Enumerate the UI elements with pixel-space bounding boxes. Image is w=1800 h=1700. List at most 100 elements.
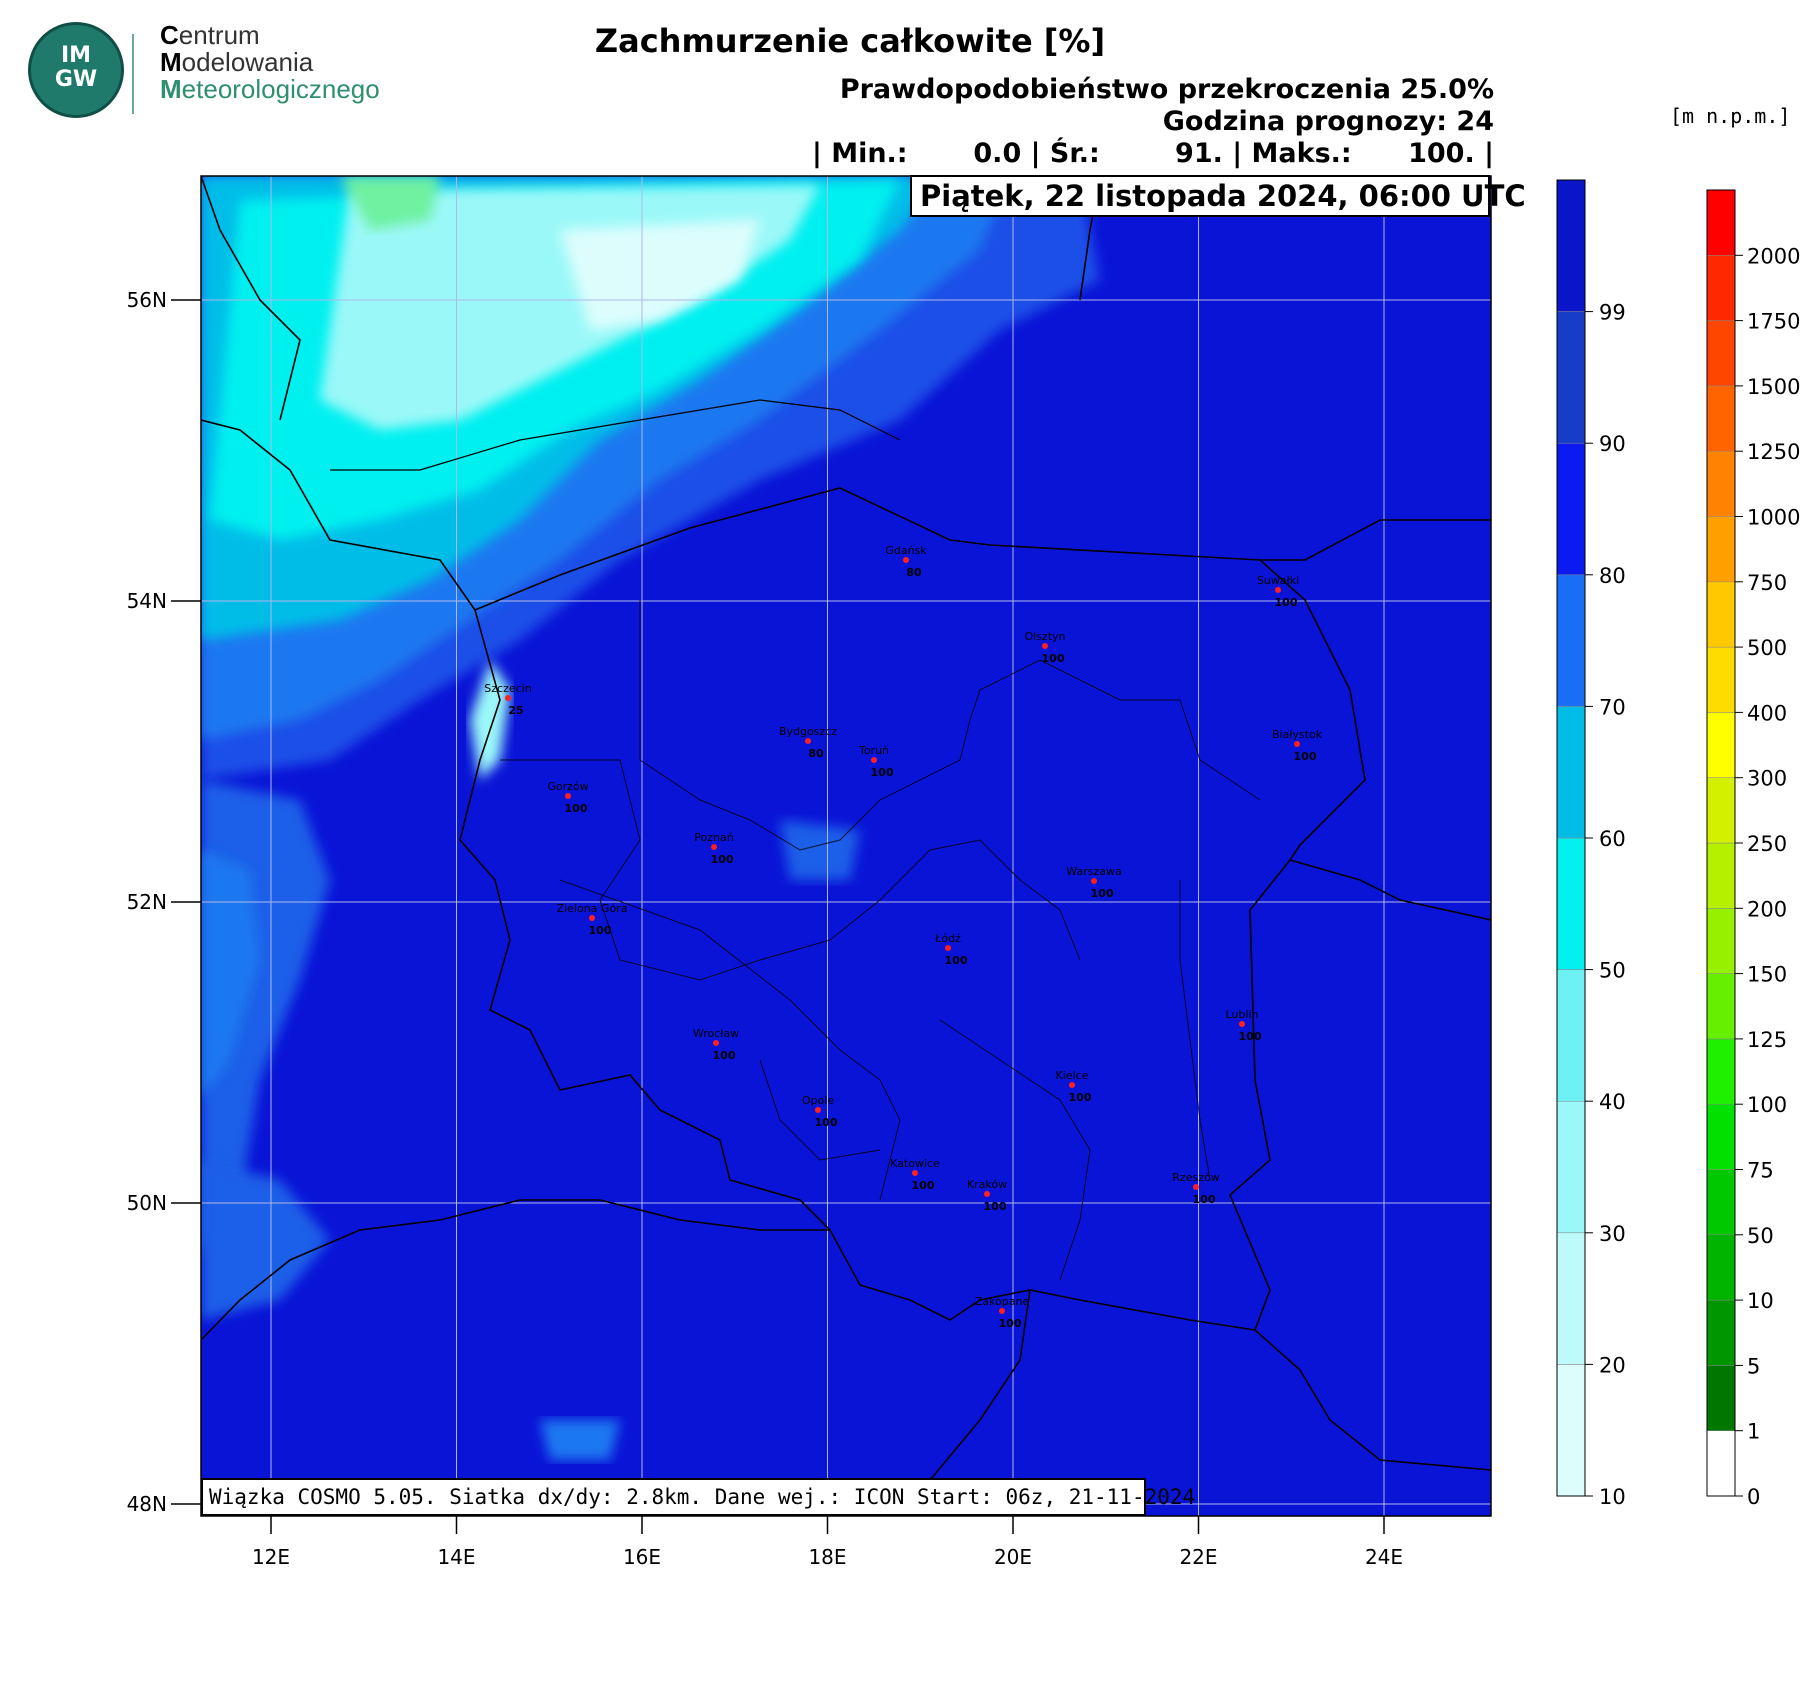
height-scale-label: 150 xyxy=(1747,963,1787,987)
height-scale-label: 750 xyxy=(1747,571,1787,595)
lon-tick-label: 18E xyxy=(808,1545,846,1569)
height-scale-label: 1 xyxy=(1747,1420,1760,1444)
lon-tick-label: 14E xyxy=(437,1545,475,1569)
org-name-line1: Centrum xyxy=(160,20,260,50)
height-scale-swatch xyxy=(1706,189,1736,256)
city-name: Olsztyn xyxy=(1024,630,1065,643)
org-name-line2: Modelowania xyxy=(160,47,314,77)
coastline xyxy=(330,399,901,471)
city-value: 100 xyxy=(1069,1091,1092,1104)
city-value: 80 xyxy=(808,747,824,760)
city-name: Kraków xyxy=(967,1178,1007,1191)
imgw-logo: IM GW Centrum Modelowania Meteorologiczn… xyxy=(10,10,382,118)
cloud-scale-swatch xyxy=(1556,1232,1586,1365)
height-scale-label: 1750 xyxy=(1747,310,1800,334)
height-scale-label: 10 xyxy=(1747,1289,1774,1313)
city-marker: Katowice 100 xyxy=(890,1157,940,1192)
city-name: Rzeszów xyxy=(1172,1171,1219,1184)
height-scale-label: 5 xyxy=(1747,1354,1760,1378)
city-value: 100 xyxy=(1193,1193,1216,1206)
city-marker: Szczecin 25 xyxy=(484,682,531,717)
city-value: 100 xyxy=(711,853,734,866)
city-value: 100 xyxy=(912,1179,935,1192)
city-value: 100 xyxy=(999,1317,1022,1330)
city-name: Szczecin xyxy=(484,682,531,695)
city-marker: Poznań 100 xyxy=(694,831,734,866)
city-name: Lublin xyxy=(1226,1008,1259,1021)
org-name-line3: Meteorologicznego xyxy=(160,74,380,104)
map-axes: 56N 54N 52N 50N 48N 12E 14E 16E 18E 20E 22E 24E xyxy=(127,288,1403,1569)
cloud-scale-label: 40 xyxy=(1599,1090,1626,1114)
height-scale-label: 125 xyxy=(1747,1028,1787,1052)
cloud-scale-swatch xyxy=(1556,179,1586,312)
height-scale-swatch xyxy=(1706,908,1736,974)
height-scale-swatch xyxy=(1706,973,1736,1040)
city-name: Białystok xyxy=(1272,728,1323,741)
height-scale-label: 250 xyxy=(1747,832,1787,856)
cloud-scale-label: 99 xyxy=(1599,301,1626,325)
city-name: Gorzów xyxy=(547,780,588,793)
cloud-scale-swatch xyxy=(1556,442,1586,576)
cloud-scale-label: 30 xyxy=(1599,1222,1626,1246)
height-scale-label: 1250 xyxy=(1747,440,1800,464)
coordinate-grid xyxy=(201,176,1491,1516)
height-colorbar: 0 1 5 10 50 75 100 125 150 200 250 300 400 500 750 1000… xyxy=(1706,189,1800,1509)
cloud-field xyxy=(201,176,1100,1460)
stats-text: | Min.: 0.0 | Śr.: 91. | Maks.: 100. | xyxy=(811,138,1494,169)
height-scale-label: 1000 xyxy=(1747,506,1800,530)
height-scale-swatch xyxy=(1706,1234,1736,1301)
height-scale-swatch xyxy=(1706,581,1736,648)
cloud-scale-swatch xyxy=(1556,574,1586,707)
city-marker: Suwałki 100 xyxy=(1257,574,1299,609)
city-marker: Łódź 100 xyxy=(934,932,968,967)
city-value: 100 xyxy=(565,802,588,815)
city-marker: Wrocław 100 xyxy=(693,1027,739,1062)
city-marker: Gdańsk 80 xyxy=(885,544,927,579)
city-name: Kielce xyxy=(1056,1069,1089,1082)
city-name: Bydgoszcz xyxy=(779,725,837,738)
height-scale-swatch xyxy=(1706,1038,1736,1105)
lon-tick-label: 20E xyxy=(994,1545,1032,1569)
height-scale-label: 1500 xyxy=(1747,375,1800,399)
city-marker: Lublin 100 xyxy=(1226,1008,1262,1043)
lon-tick-label: 16E xyxy=(623,1545,661,1569)
city-marker: Białystok 100 xyxy=(1272,728,1323,763)
height-scale-label: 2000 xyxy=(1747,244,1800,268)
height-scale-swatch xyxy=(1706,516,1736,583)
height-scale-label: 200 xyxy=(1747,897,1787,921)
map-title: Zachmurzenie całkowite [%] xyxy=(594,22,1106,60)
forecast-hour-text: Godzina prognozy: 24 xyxy=(1162,106,1494,137)
height-scale-swatch xyxy=(1706,1103,1736,1170)
city-value: 100 xyxy=(713,1049,736,1062)
city-marker: Zakopane 100 xyxy=(975,1295,1030,1330)
height-scale-label: 400 xyxy=(1747,701,1787,725)
city-marker: Zielona Góra 100 xyxy=(557,902,628,937)
lat-tick-label: 54N xyxy=(127,589,167,613)
city-marker: Warszawa 100 xyxy=(1066,865,1121,900)
cloud-scale-swatch xyxy=(1556,311,1586,444)
logo-divider xyxy=(132,34,134,114)
height-scale-swatch xyxy=(1706,1430,1736,1497)
height-scale-label: 0 xyxy=(1747,1485,1760,1509)
city-value: 100 xyxy=(589,924,612,937)
cloud-scale-label: 90 xyxy=(1599,432,1626,456)
cloud-scale-swatch xyxy=(1556,837,1586,970)
cloud-cover-colorbar: 10 20 30 40 50 60 70 80 90 99 xyxy=(1556,179,1626,1509)
city-marker: Bydgoszcz 80 xyxy=(779,725,837,760)
city-marker: Toruń 100 xyxy=(858,744,894,779)
height-scale-label: 300 xyxy=(1747,767,1787,791)
city-marker: Gorzów 100 xyxy=(547,780,588,815)
city-marker: Olsztyn 100 xyxy=(1024,630,1065,665)
model-info: Wiązka COSMO 5.05. Siatka dx/dy: 2.8km. … xyxy=(201,1478,1195,1516)
cloud-scale-swatch xyxy=(1556,1364,1586,1497)
height-scale-swatch xyxy=(1706,255,1736,321)
imgw-emblem xyxy=(28,22,124,118)
city-value: 100 xyxy=(871,766,894,779)
city-name: Zielona Góra xyxy=(557,902,628,915)
cloud-scale-label: 60 xyxy=(1599,827,1626,851)
height-scale-swatch xyxy=(1706,777,1736,844)
cloud-scale-swatch xyxy=(1556,969,1586,1102)
height-scale-swatch xyxy=(1706,1299,1736,1366)
height-units: [m n.p.m.] xyxy=(1670,104,1791,128)
height-scale-label: 500 xyxy=(1747,636,1787,660)
